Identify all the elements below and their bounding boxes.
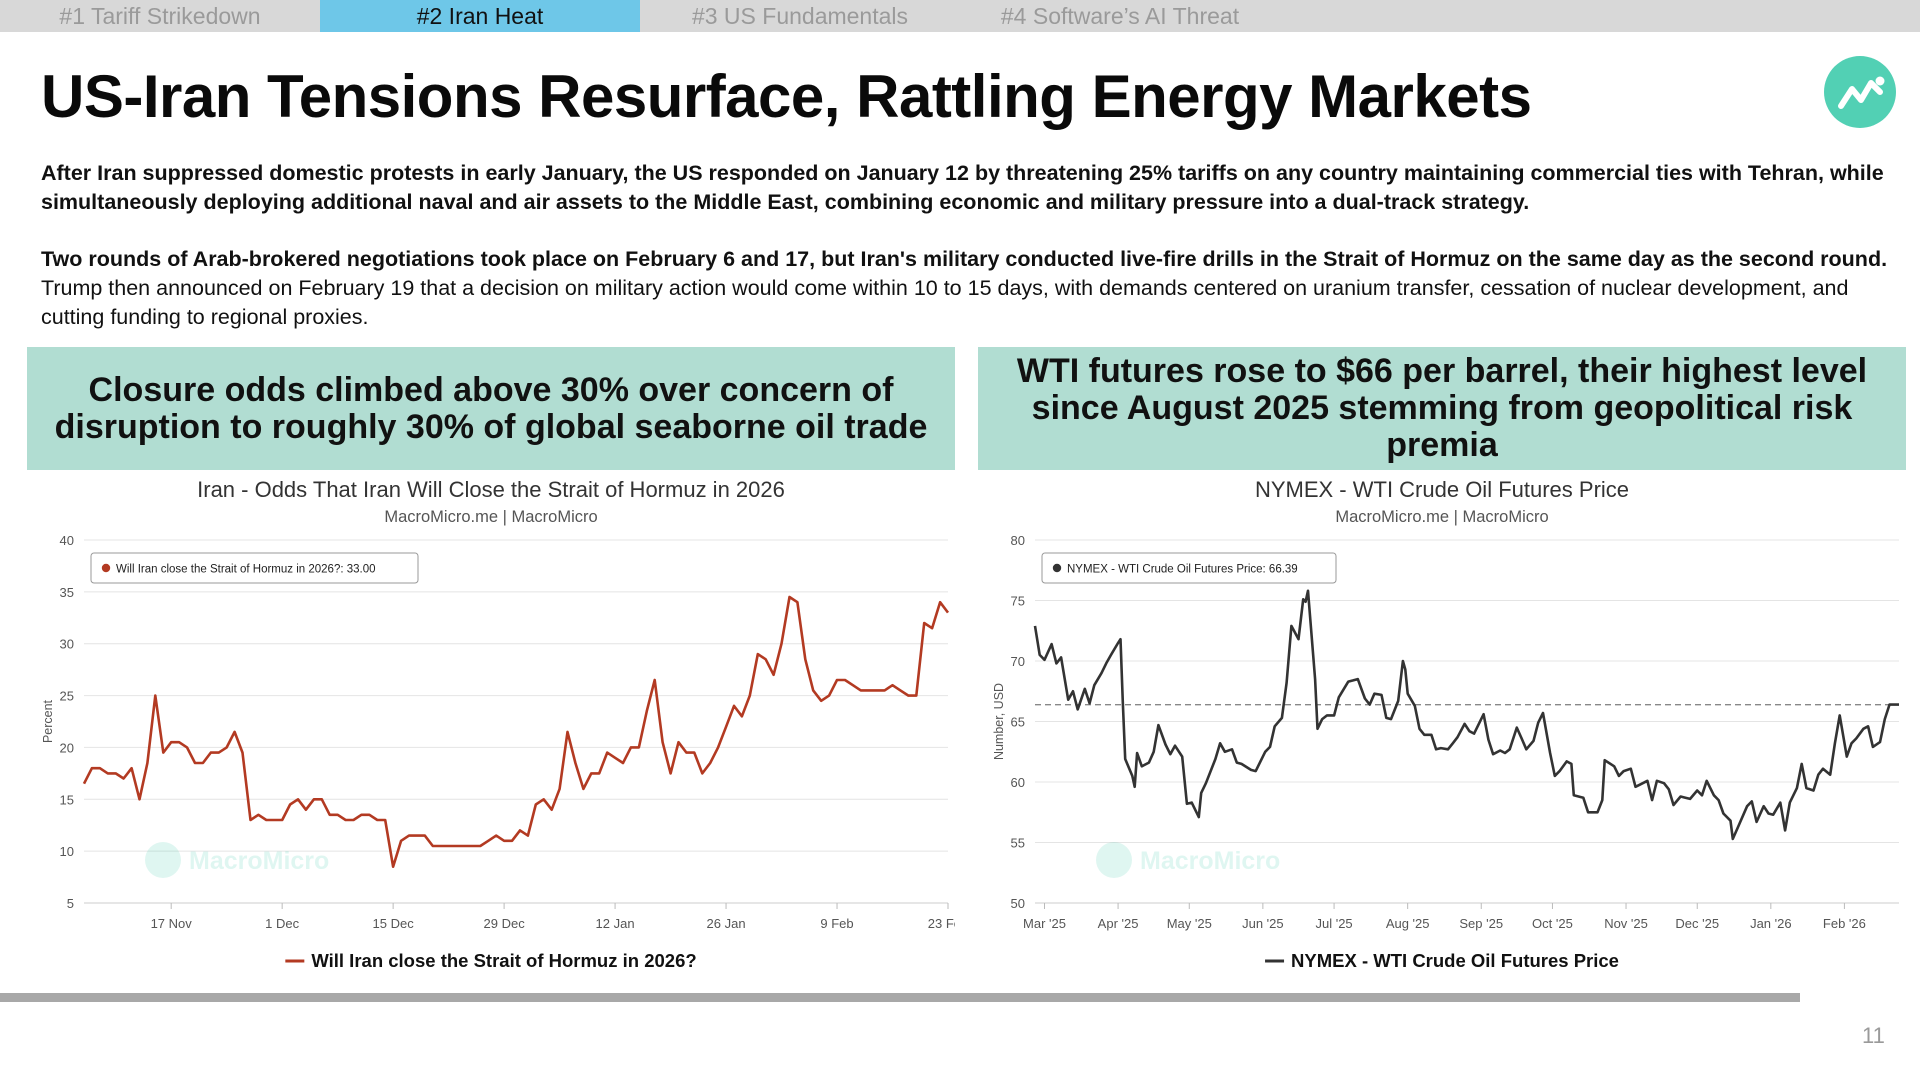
x-tick-label: 23 Feb xyxy=(928,916,955,931)
y-axis-label: Percent xyxy=(41,699,55,743)
section-tab-bar: #1 Tariff Strikedown #2 Iran Heat #3 US … xyxy=(0,0,1920,32)
slide-progress-track xyxy=(0,993,1800,1002)
series-line xyxy=(82,595,950,869)
chart-legend: NYMEX - WTI Crude Oil Futures Price xyxy=(1265,950,1619,971)
y-axis-label: Number, USD xyxy=(992,683,1006,760)
page-number: 11 xyxy=(1862,1023,1885,1048)
left-headline-text: Closure odds climbed above 30% over conc… xyxy=(54,370,928,446)
tooltip-marker xyxy=(101,563,111,573)
wti-price-chart-svg: NYMEX - WTI Crude Oil Futures Price Macro… xyxy=(992,477,1899,971)
intro-paragraph-1-text: After Iran suppressed domestic protests … xyxy=(41,161,1884,214)
tooltip-box xyxy=(90,552,419,584)
tab-us-fundamentals[interactable]: #3 US Fundamentals xyxy=(691,3,909,29)
x-tick-label: Dec '25 xyxy=(1675,916,1719,931)
macromicro-logo xyxy=(1824,56,1896,128)
y-tick-label: 25 xyxy=(60,689,74,704)
x-tick-label: Sep '25 xyxy=(1459,916,1503,931)
series-tooltip: NYMEX - WTI Crude Oil Futures Price: 66.… xyxy=(1041,552,1337,584)
y-tick-label: 5 xyxy=(67,896,74,911)
watermark-text: MacroMicro xyxy=(1140,847,1280,875)
intro-paragraph-1: After Iran suppressed domestic protests … xyxy=(41,159,1891,217)
wti-price-chart: NYMEX - WTI Crude Oil Futures Price Macro… xyxy=(978,470,1906,975)
tab-software-ai-threat[interactable]: #4 Software’s AI Threat xyxy=(1000,3,1240,29)
x-tick-label: Aug '25 xyxy=(1386,916,1430,931)
y-tick-label: 70 xyxy=(1011,654,1025,669)
tooltip-box xyxy=(1041,552,1337,584)
y-tick-label: 40 xyxy=(60,533,74,548)
intro-paragraph-2: Two rounds of Arab-brokered negotiations… xyxy=(41,245,1891,332)
y-tick-label: 10 xyxy=(60,844,74,859)
chart-title: Iran - Odds That Iran Will Close the Str… xyxy=(197,477,785,502)
chart-trend-icon xyxy=(1838,76,1885,109)
tooltip-marker xyxy=(1052,563,1062,573)
x-tick-label: Jul '25 xyxy=(1315,916,1352,931)
x-tick-label: Nov '25 xyxy=(1604,916,1648,931)
y-tick-label: 30 xyxy=(60,637,74,652)
x-tick-label: Apr '25 xyxy=(1098,916,1139,931)
page-title: US-Iran Tensions Resurface, Rattling Ene… xyxy=(41,63,1532,130)
x-tick-label: 12 Jan xyxy=(596,916,635,931)
tooltip-text: NYMEX - WTI Crude Oil Futures Price: 66.… xyxy=(1067,564,1298,576)
tab-iran-heat[interactable]: #2 Iran Heat xyxy=(320,0,640,32)
series-tooltip: Will Iran close the Strait of Hormuz in … xyxy=(90,552,419,584)
y-tick-label: 55 xyxy=(1011,836,1025,851)
watermark-logo-icon xyxy=(145,842,181,878)
x-tick-label: May '25 xyxy=(1167,916,1212,931)
left-headline-panel: Closure odds climbed above 30% over conc… xyxy=(27,347,955,470)
y-tick-label: 75 xyxy=(1011,594,1025,609)
chart-subtitle: MacroMicro.me | MacroMicro xyxy=(1335,508,1548,526)
chart-subtitle: MacroMicro.me | MacroMicro xyxy=(384,508,597,526)
legend-label: Will Iran close the Strait of Hormuz in … xyxy=(311,950,696,971)
right-headline-panel: WTI futures rose to $66 per barrel, thei… xyxy=(978,347,1906,470)
tab-tariff-strikedown[interactable]: #1 Tariff Strikedown xyxy=(59,3,261,29)
watermark-logo-icon xyxy=(1096,842,1132,878)
y-tick-label: 80 xyxy=(1011,533,1025,548)
watermark: MacroMicro xyxy=(1096,842,1280,878)
intro-paragraph-2-rest: Trump then announced on February 19 that… xyxy=(41,276,1849,329)
series-line xyxy=(1033,589,1899,841)
x-tick-label: Feb '26 xyxy=(1823,916,1866,931)
intro-paragraph-2-bold: Two rounds of Arab-brokered negotiations… xyxy=(41,247,1888,271)
watermark-text: MacroMicro xyxy=(189,847,329,875)
x-tick-label: 17 Nov xyxy=(151,916,193,931)
y-tick-label: 60 xyxy=(1011,775,1025,790)
x-tick-label: 15 Dec xyxy=(373,916,415,931)
chart-legend: Will Iran close the Strait of Hormuz in … xyxy=(285,950,697,971)
x-tick-label: Oct '25 xyxy=(1532,916,1573,931)
x-tick-label: 29 Dec xyxy=(484,916,526,931)
tooltip-text: Will Iran close the Strait of Hormuz in … xyxy=(116,564,376,576)
right-headline-text: WTI futures rose to $66 per barrel, thei… xyxy=(1016,352,1868,464)
y-tick-label: 35 xyxy=(60,585,74,600)
x-tick-label: Jun '25 xyxy=(1242,916,1284,931)
y-tick-label: 50 xyxy=(1011,896,1025,911)
hormuz-odds-chart-svg: Iran - Odds That Iran Will Close the Str… xyxy=(41,477,955,971)
x-tick-label: 26 Jan xyxy=(707,916,746,931)
chart-title: NYMEX - WTI Crude Oil Futures Price xyxy=(1255,477,1629,502)
y-tick-label: 65 xyxy=(1011,715,1025,730)
x-tick-label: 9 Feb xyxy=(820,916,853,931)
y-tick-label: 15 xyxy=(60,792,74,807)
x-tick-label: Jan '26 xyxy=(1750,916,1792,931)
x-tick-label: Mar '25 xyxy=(1023,916,1066,931)
y-tick-label: 20 xyxy=(60,740,74,755)
x-tick-label: 1 Dec xyxy=(265,916,299,931)
watermark: MacroMicro xyxy=(145,842,329,878)
hormuz-odds-chart: Iran - Odds That Iran Will Close the Str… xyxy=(27,470,955,975)
legend-label: NYMEX - WTI Crude Oil Futures Price xyxy=(1291,950,1619,971)
